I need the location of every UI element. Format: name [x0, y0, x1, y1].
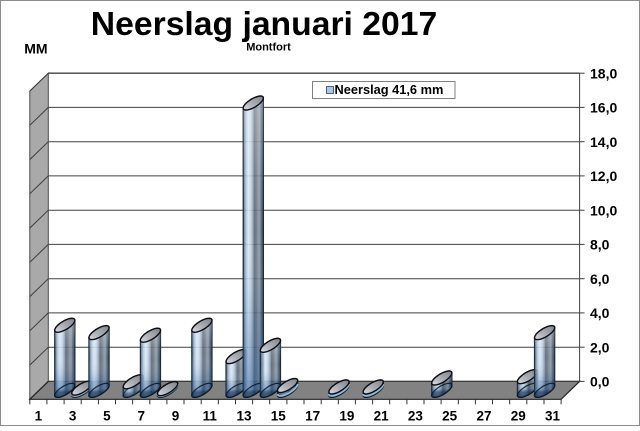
svg-text:18,0: 18,0	[590, 65, 617, 81]
svg-text:21: 21	[374, 409, 390, 424]
svg-text:Neerslag 41,6 mm: Neerslag 41,6 mm	[335, 82, 444, 97]
svg-text:12,0: 12,0	[590, 168, 617, 184]
svg-text:10,0: 10,0	[590, 202, 617, 218]
svg-text:3: 3	[69, 409, 77, 424]
svg-text:17: 17	[305, 409, 320, 424]
svg-text:19: 19	[339, 409, 354, 424]
svg-text:8,0: 8,0	[590, 237, 610, 253]
svg-text:15: 15	[271, 409, 287, 424]
svg-text:2,0: 2,0	[590, 339, 610, 355]
svg-text:11: 11	[203, 409, 218, 424]
svg-text:7: 7	[137, 409, 145, 424]
svg-text:MM: MM	[24, 41, 47, 57]
svg-text:27: 27	[476, 409, 491, 424]
svg-text:14,0: 14,0	[590, 134, 617, 150]
svg-text:31: 31	[545, 409, 561, 424]
svg-text:Neerslag januari 2017: Neerslag januari 2017	[91, 5, 437, 43]
svg-text:6,0: 6,0	[590, 271, 610, 287]
svg-text:1: 1	[35, 409, 43, 424]
svg-text:5: 5	[103, 409, 111, 424]
svg-text:23: 23	[408, 409, 424, 424]
svg-text:13: 13	[236, 409, 252, 424]
svg-text:Montfort: Montfort	[246, 42, 291, 54]
svg-text:0,0: 0,0	[590, 374, 610, 390]
svg-text:29: 29	[511, 409, 526, 424]
svg-text:9: 9	[172, 409, 180, 424]
svg-text:4,0: 4,0	[590, 305, 610, 321]
svg-text:16,0: 16,0	[590, 100, 617, 116]
svg-text:25: 25	[442, 409, 458, 424]
